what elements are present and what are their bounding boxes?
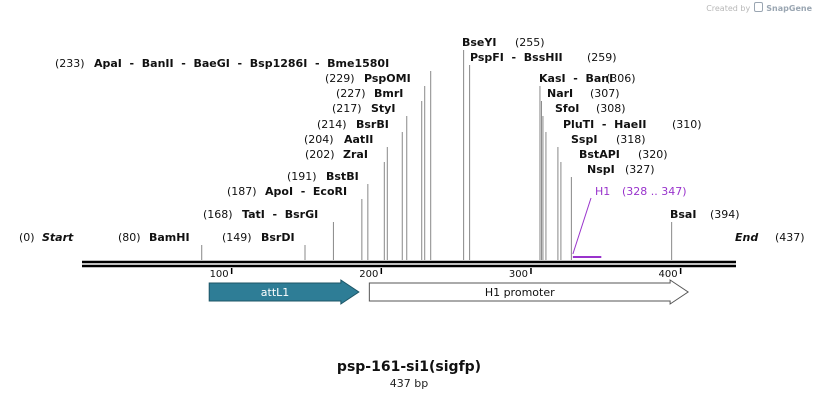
site-name: TatI - BsrGI <box>242 208 318 221</box>
site-name: BstBI <box>326 170 359 183</box>
primer-range: (328 .. 347) <box>622 185 687 198</box>
site-position: (217) <box>332 102 362 115</box>
site-name: BmrI <box>374 87 403 100</box>
site-name: SfoI <box>555 102 579 115</box>
site-name: ApoI - EcoRI <box>265 185 347 198</box>
site-label[interactable]: (191) BstBI <box>287 170 359 183</box>
site-name: NarI <box>547 87 573 100</box>
site-position: (229) <box>325 72 355 85</box>
start-position: (0) <box>19 231 35 244</box>
site-label[interactable]: (214) BsrBI <box>317 118 389 131</box>
site-position: (80) <box>118 231 141 244</box>
site-position: (202) <box>305 148 335 161</box>
site-label[interactable]: (306)KasI - BanI <box>539 72 636 85</box>
map-size: 437 bp <box>389 377 429 390</box>
end-label: End <box>735 231 758 244</box>
site-position: (187) <box>227 185 257 198</box>
site-position: (255) <box>515 36 545 49</box>
site-name: PluTI - HaeII <box>563 118 646 131</box>
features-track: attL1 H1 promoter <box>208 279 690 305</box>
site-position: (320) <box>638 148 668 161</box>
site-label[interactable]: (80) BamHI <box>118 231 190 244</box>
primer-h1[interactable]: H1 (328 .. 347) <box>572 185 687 258</box>
snapgene-logo-icon <box>753 2 763 12</box>
site-name: PspFI - BssHII <box>470 51 563 64</box>
site-label[interactable]: (229) PspOMI <box>325 72 411 85</box>
leader-lines <box>201 50 673 260</box>
site-position: (259) <box>587 51 617 64</box>
end-position: (437) <box>775 231 805 244</box>
site-position: (214) <box>317 118 347 131</box>
restriction-site-labels: (80) BamHI (149) BsrDI (168) TatI - BsrGI (187… <box>55 36 740 244</box>
site-label[interactable]: (320) BstAPI <box>579 148 668 161</box>
site-position: (308) <box>596 102 626 115</box>
site-position: (168) <box>203 208 233 221</box>
site-name: KasI - BanI <box>539 72 613 85</box>
ruler-tick-label: 200 <box>359 269 378 280</box>
site-label[interactable]: (308) SfoI <box>555 102 626 115</box>
primer-name: H1 <box>595 185 610 198</box>
snapgene-branding: Created by SnapGene <box>706 2 812 13</box>
site-position: (233) <box>55 57 85 70</box>
feature-label: H1 promoter <box>485 286 555 299</box>
site-label[interactable]: (255) BseYI <box>462 36 545 49</box>
end-label-group: End (437) <box>735 231 805 244</box>
site-name: PspOMI <box>364 72 411 85</box>
site-position: (227) <box>336 87 366 100</box>
site-name: BsaI <box>670 208 696 221</box>
site-label[interactable]: (307) NarI <box>547 87 620 100</box>
site-label[interactable]: (227) BmrI <box>336 87 403 100</box>
site-label[interactable]: (149) BsrDI <box>222 231 295 244</box>
feature-shape <box>368 279 690 305</box>
site-label[interactable]: (310) PluTI - HaeII <box>563 118 702 131</box>
site-position: (327) <box>625 163 655 176</box>
site-label[interactable]: (394) BsaI <box>670 208 740 221</box>
site-name: SspI <box>571 133 597 146</box>
site-name: StyI <box>371 102 395 115</box>
site-name: BamHI <box>149 231 190 244</box>
site-position: (191) <box>287 170 317 183</box>
site-label[interactable]: (217) StyI <box>332 102 395 115</box>
site-label[interactable]: (233) ApaI - BanII - BaeGI - Bsp1286I - B… <box>55 57 389 70</box>
site-name: ZraI <box>343 148 368 161</box>
ruler-tick-label: 300 <box>509 269 528 280</box>
site-label[interactable]: (204) AatII <box>304 133 373 146</box>
site-position: (149) <box>222 231 252 244</box>
site-name: BstAPI <box>579 148 620 161</box>
ruler-tick-label: 100 <box>210 269 229 280</box>
start-label-group: (0) Start <box>19 231 74 244</box>
site-position: (306) <box>606 72 636 85</box>
feature-arrow[interactable]: H1 promoter <box>368 279 690 305</box>
site-name: BseYI <box>462 36 496 49</box>
site-name: ApaI - BanII - BaeGI - Bsp1286I - Bme158… <box>94 57 389 70</box>
dna-backbone <box>82 260 736 268</box>
site-label[interactable]: (202) ZraI <box>305 148 368 161</box>
site-label[interactable]: (327) NspI <box>587 163 655 176</box>
site-name: BsrDI <box>261 231 295 244</box>
site-position: (318) <box>616 133 646 146</box>
site-label[interactable]: (259) PspFI - BssHII <box>470 51 617 64</box>
site-name: BsrBI <box>356 118 389 131</box>
site-name: NspI <box>587 163 615 176</box>
branding-prefix: Created by <box>706 4 751 13</box>
site-position: (307) <box>590 87 620 100</box>
site-position: (394) <box>710 208 740 221</box>
start-label: Start <box>42 231 74 244</box>
site-position: (204) <box>304 133 334 146</box>
ruler-tick-label: 400 <box>659 269 678 280</box>
site-label[interactable]: (168) TatI - BsrGI <box>203 208 318 221</box>
feature-shape <box>208 279 360 305</box>
site-label[interactable]: (187) ApoI - EcoRI <box>227 185 347 198</box>
map-title: psp-161-si1(sigfp) <box>336 359 482 375</box>
site-position: (310) <box>672 118 702 131</box>
primer-leader-line <box>572 197 592 255</box>
feature-arrow[interactable]: attL1 <box>208 279 360 305</box>
site-label[interactable]: (318) SspI <box>571 133 646 146</box>
site-name: AatII <box>344 133 373 146</box>
branding-name: SnapGene <box>766 4 812 13</box>
feature-label: attL1 <box>261 286 290 299</box>
ruler: 100 200 300 400 <box>210 268 682 280</box>
